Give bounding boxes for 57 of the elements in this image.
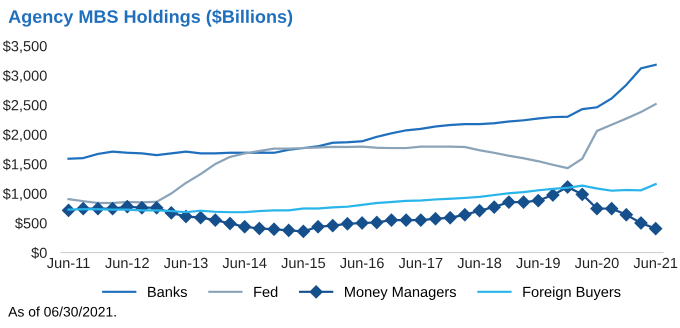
- point: [620, 208, 633, 222]
- point: [444, 211, 457, 224]
- point: [282, 224, 296, 237]
- x-tick-label: Jun-20: [574, 258, 619, 268]
- point: [546, 188, 560, 202]
- y-tick-label: $3,500: [2, 40, 47, 54]
- text: As of 06/30/2021.: [8, 306, 116, 317]
- line-series: [67, 64, 657, 160]
- point: [634, 216, 648, 230]
- point: [311, 220, 325, 234]
- legend-label: Money Managers: [345, 286, 456, 300]
- y-tick-label: $500: [15, 218, 47, 230]
- x-tick-label: Jun-14: [222, 258, 267, 268]
- point: [252, 222, 266, 236]
- y-tick-label: $1,500: [2, 158, 47, 172]
- point: [414, 214, 428, 227]
- point: [340, 217, 354, 230]
- point: [223, 216, 237, 230]
- point: [267, 222, 281, 236]
- y-tick-label: $1,000: [2, 188, 47, 201]
- point: [532, 194, 545, 208]
- x-tick-label: Jun-11: [47, 258, 90, 268]
- x-tick-label: Jun-15: [281, 258, 326, 268]
- legend-label: Banks: [148, 286, 187, 298]
- y-tick-label: $2,500: [2, 99, 47, 112]
- point: [208, 214, 222, 227]
- x-tick-label: Jun-16: [340, 258, 384, 268]
- y-tick-label: $2,000: [2, 128, 47, 142]
- point: [326, 219, 340, 232]
- x-tick-label: Jun-18: [457, 258, 502, 268]
- point: [296, 224, 310, 238]
- point: [458, 208, 472, 222]
- x-tick-label: Jun-13: [164, 258, 208, 268]
- legend-label: Fed: [254, 286, 278, 298]
- chart-title: Agency MBS Holdings ($Billions): [8, 9, 292, 27]
- point: [605, 202, 618, 216]
- x-tick-label: Jun-12: [105, 258, 149, 268]
- point: [384, 214, 398, 227]
- legend-label: Foreign Buyers: [523, 286, 620, 300]
- y-tick-label: $3,000: [2, 70, 47, 83]
- point: [238, 220, 252, 234]
- point: [649, 222, 662, 236]
- x-tick-label: Jun-19: [516, 258, 560, 268]
- point: [400, 214, 413, 227]
- y-tick-label: $0: [31, 247, 47, 259]
- point: [590, 202, 604, 216]
- x-tick-label: Jun-17: [398, 258, 442, 268]
- point: [194, 211, 208, 224]
- point: [428, 212, 442, 226]
- x-tick-label: Jun-21: [634, 258, 678, 268]
- point: [370, 216, 384, 230]
- point: [576, 188, 589, 201]
- point: [472, 204, 486, 218]
- point: [502, 195, 516, 209]
- point: [516, 195, 530, 209]
- point: [356, 216, 369, 230]
- point: [488, 200, 501, 214]
